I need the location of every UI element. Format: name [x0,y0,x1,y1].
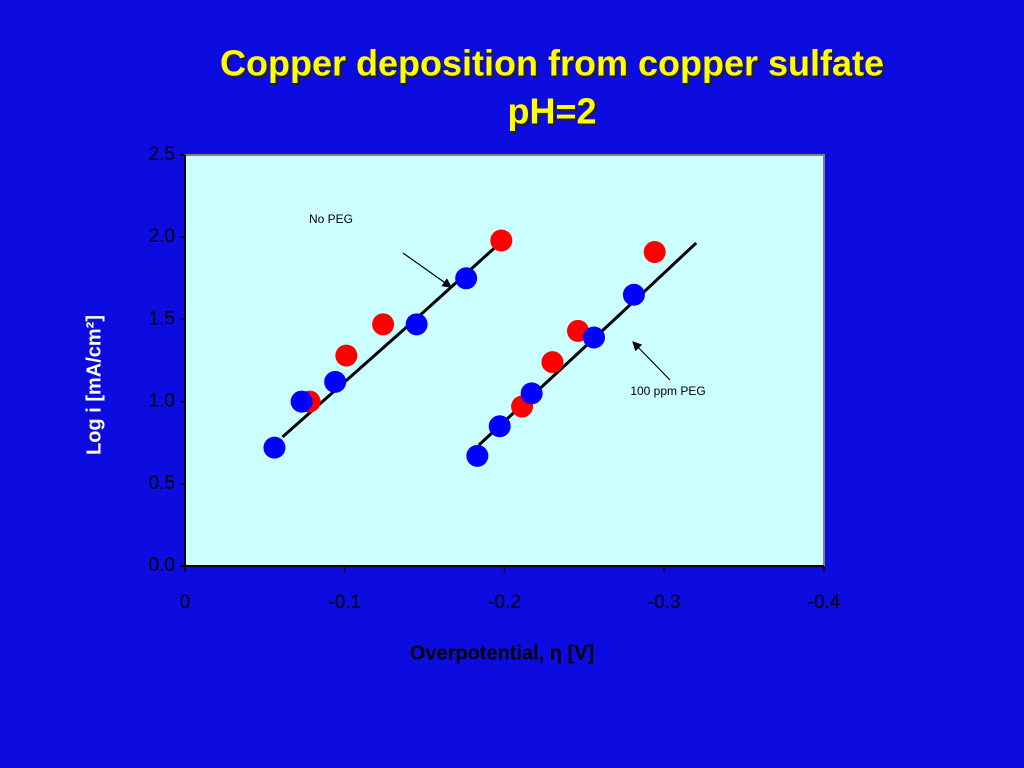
data-point [622,283,645,306]
y-tick-label: 1.5 [149,308,175,329]
data-line [477,241,698,447]
y-tick-label: 0.0 [149,555,175,576]
y-tick-label: 1.0 [149,391,175,412]
x-tick-label: -0.2 [488,592,521,613]
annotation-arrow [632,341,671,381]
annotation: No PEG [309,212,353,226]
y-tick-label: 2.5 [149,144,175,165]
x-tick-label: -0.1 [328,592,361,613]
data-point [372,313,395,336]
data-point [490,229,513,252]
data-point [263,436,286,459]
data-point [643,240,666,263]
annotation: 100 ppm PEG [630,384,705,398]
data-point [290,390,313,413]
subtitle-shadow: pH=2 [509,93,598,134]
annotation-arrow [402,252,452,288]
data-point [324,370,347,393]
plot-area [184,154,825,567]
data-point [405,313,428,336]
data-point [466,444,489,467]
data-point [541,351,564,374]
data-point [488,415,511,438]
x-axis-label: Overpotential, η [V] [410,642,594,664]
marks [263,229,698,467]
title-shadow: Copper deposition from copper sulfate [222,45,886,86]
y-axis-label: Log i [mA/cm²] [83,315,105,455]
y-tick-label: 0.5 [149,473,175,494]
x-tick-label: -0.4 [808,592,841,613]
x-tick-label: 0 [180,592,191,613]
data-point [455,267,478,290]
chart-title: Copper deposition from copper sulfate [220,43,884,84]
chart-subtitle: pH=2 [507,91,596,132]
x-tick-label: -0.3 [648,592,681,613]
data-point [582,326,605,349]
data-point [520,382,543,405]
y-tick-label: 2.0 [149,226,175,247]
data-point [335,344,358,367]
